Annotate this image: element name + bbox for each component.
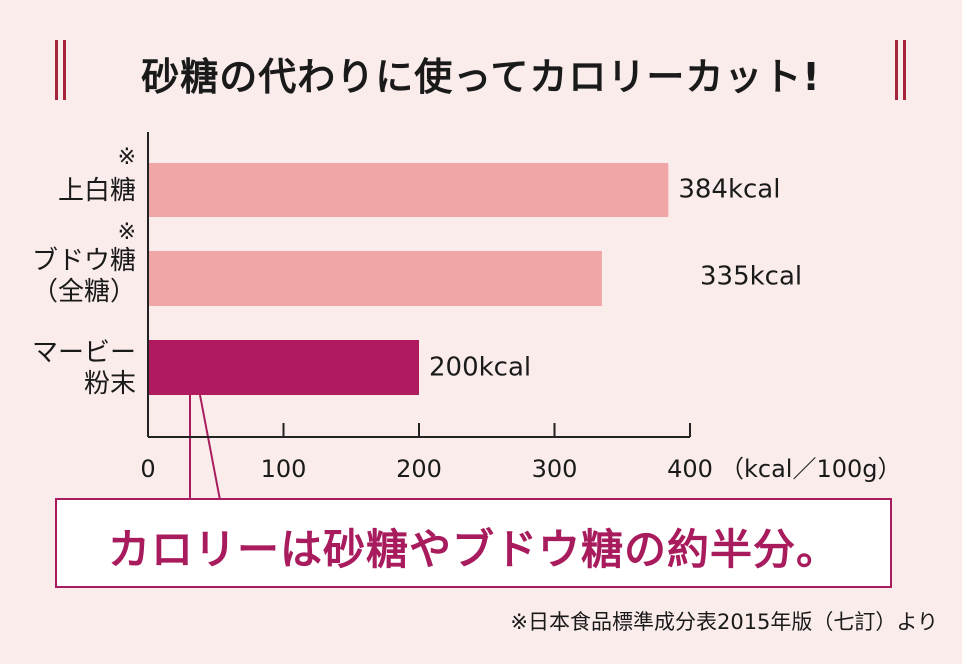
x-tick-label-0: 0 <box>140 455 155 483</box>
category-label-line: 上白糖 <box>57 176 136 206</box>
source-note: ※日本食品標準成分表2015年版（七訂）より <box>510 610 938 634</box>
x-tick-label-2: 200 <box>396 455 442 483</box>
category-label-line: ブドウ糖 <box>31 246 136 276</box>
category-note-0: ※ <box>117 145 136 170</box>
bar-0 <box>148 163 669 217</box>
data-label-0: 384kcal <box>678 175 780 205</box>
category-note-1: ※ <box>117 220 136 245</box>
bar-2 <box>148 340 419 395</box>
category-label-line: （全糖） <box>31 277 136 307</box>
title-bar: 砂糖の代わりに使ってカロリーカット! <box>55 40 907 100</box>
x-axis-unit: （kcal／100g） <box>720 455 902 483</box>
callout-text: カロリーは砂糖やブドウ糖の約半分。 <box>107 525 839 574</box>
callout-pointer-right <box>199 394 221 501</box>
title-accent-right <box>895 40 907 100</box>
data-label-1: 335kcal <box>700 262 802 292</box>
x-tick-label-3: 300 <box>532 455 578 483</box>
chart-title: 砂糖の代わりに使ってカロリーカット! <box>141 55 821 99</box>
callout-box: カロリーは砂糖やブドウ糖の約半分。 <box>55 498 892 588</box>
category-label-line: 粉末 <box>83 369 136 399</box>
data-label-2: 200kcal <box>429 353 531 383</box>
title-accent-left <box>55 40 67 100</box>
category-label-line: マービー <box>31 338 136 368</box>
category-label-2: マービー 粉末 <box>16 338 136 400</box>
x-tick-label-1: 100 <box>261 455 307 483</box>
bar-1 <box>148 251 602 306</box>
x-tick-label-4: 400 <box>667 455 713 483</box>
category-label-0: 上白糖 <box>16 176 136 207</box>
category-label-1: ブドウ糖 （全糖） <box>16 246 136 308</box>
